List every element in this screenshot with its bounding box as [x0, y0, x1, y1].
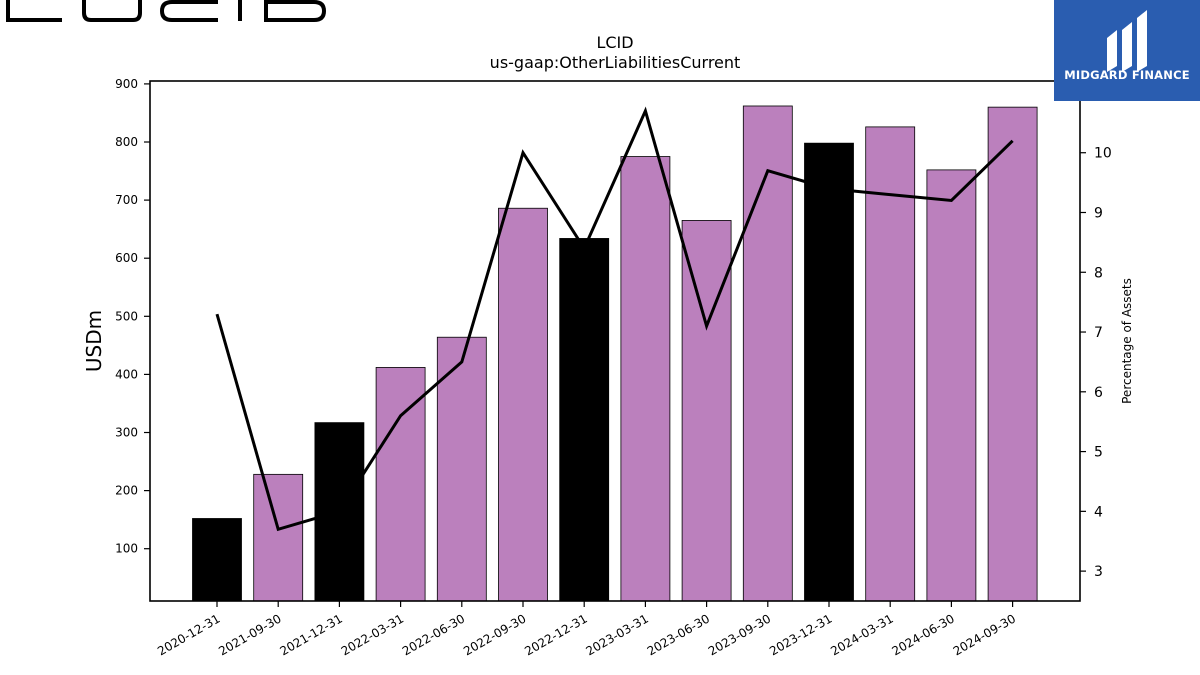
y2-tick-label: 10: [1094, 146, 1112, 162]
bar-2022-06-30: [436, 336, 487, 602]
bar-2022-12-31: [559, 238, 610, 602]
bar-2022-03-31: [375, 367, 426, 602]
x-tick-label: 2024-03-31: [828, 611, 895, 658]
bar-2020-12-31: [192, 518, 242, 602]
y-axis-label: USDm: [82, 310, 106, 372]
x-tick-label: 2020-12-31: [155, 611, 222, 658]
x-tick-label: 2022-06-30: [400, 611, 467, 658]
y-tick-label: 500: [115, 309, 138, 323]
y2-tick-label: 7: [1094, 325, 1103, 341]
x-tick-label: 2023-06-30: [645, 611, 712, 658]
midgard-logo-icon: [1107, 10, 1147, 72]
bar-2021-09-30: [253, 473, 304, 602]
y-tick-label: 400: [115, 367, 138, 381]
percentage-line: [215, 106, 1014, 532]
bar-2022-09-30: [498, 207, 548, 602]
y-tick-label: 600: [115, 251, 138, 265]
y-tick-label: 100: [115, 542, 138, 556]
bar-2023-12-31: [804, 142, 854, 602]
y-axis-right: 3 4 5 6 7 8 9 10: [1080, 146, 1112, 580]
bar-2023-09-30: [742, 105, 793, 602]
y2-tick-label: 6: [1094, 385, 1103, 401]
y2-tick-label: 4: [1094, 504, 1103, 520]
x-axis: 2020-12-312021-09-302021-12-312022-03-31…: [155, 601, 1018, 658]
y-tick-label: 700: [115, 193, 138, 207]
bar-2023-03-31: [620, 156, 671, 602]
line-series: [215, 106, 1014, 532]
x-tick-label: 2022-12-31: [522, 611, 589, 658]
x-tick-label: 2023-09-30: [706, 611, 773, 658]
y-tick-label: 900: [115, 77, 138, 91]
y2-tick-label: 3: [1094, 564, 1103, 580]
y-tick-label: 300: [115, 426, 138, 440]
y-tick-label: 800: [115, 135, 138, 149]
bar-2024-06-30: [926, 169, 977, 602]
x-tick-label: 2023-12-31: [767, 611, 834, 658]
y-tick-label: 200: [115, 484, 138, 498]
bar-2024-09-30: [987, 106, 1038, 602]
lucid-logo: [6, 0, 327, 22]
x-tick-label: 2022-03-31: [339, 611, 406, 658]
y2-axis-label: Percentage of Assets: [1120, 278, 1134, 404]
y2-tick-label: 9: [1094, 205, 1103, 221]
plot-frame: [149, 80, 1081, 602]
y2-tick-label: 8: [1094, 265, 1103, 281]
x-tick-label: 2021-12-31: [277, 611, 344, 658]
x-tick-label: 2023-03-31: [583, 611, 650, 658]
midgard-finance-watermark: MIDGARD FINANCE: [1054, 0, 1200, 101]
x-tick-label: 2024-09-30: [951, 611, 1018, 658]
x-tick-label: 2022-09-30: [461, 611, 528, 658]
chart-title: LCID: [596, 33, 633, 52]
chart-subtitle: us-gaap:OtherLiabilitiesCurrent: [490, 53, 741, 72]
bar-2024-03-31: [865, 126, 916, 602]
x-tick-label: 2021-09-30: [216, 611, 283, 658]
x-tick-label: 2024-06-30: [889, 611, 956, 658]
bar-2023-06-30: [681, 220, 732, 602]
watermark-name: MIDGARD FINANCE: [1064, 68, 1190, 82]
y-axis-left: 100 200 300 400 500 600 700 800 900: [115, 77, 150, 556]
y2-tick-label: 5: [1094, 445, 1103, 461]
